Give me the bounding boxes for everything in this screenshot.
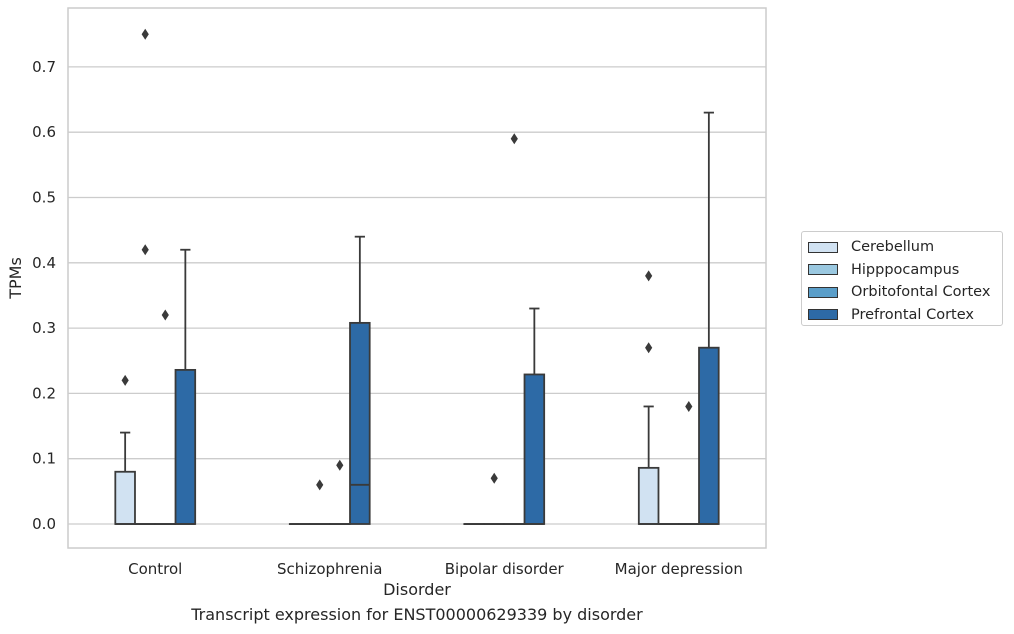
outlier-point [645, 270, 653, 282]
legend-item: Prefrontal Cortex [808, 304, 1002, 327]
outlier-point [510, 133, 518, 145]
y-tick-label: 0.6 [32, 123, 56, 141]
legend-item: Cerebellum [808, 236, 1002, 259]
x-tick-label: Major depression [615, 560, 743, 578]
box-cerebellum [637, 270, 660, 525]
box-prefrontal-cortex [698, 111, 720, 525]
legend-swatch [808, 309, 838, 321]
plot-frame [67, 7, 767, 549]
plot-area [68, 8, 766, 548]
x-tick-label: Control [128, 560, 182, 578]
outlier-point [336, 459, 344, 471]
y-tick-label: 0.5 [32, 189, 56, 207]
y-tick-label: 0.3 [32, 319, 56, 337]
y-tick-labels: 0.0 0.1 0.2 0.3 0.4 0.5 0.6 0.7 [32, 58, 56, 533]
legend-label: Prefrontal Cortex [851, 306, 974, 323]
outlier-point [141, 244, 149, 256]
legend-item: Hipppocampus [808, 259, 1002, 282]
box-hipppocampus [134, 28, 156, 526]
box-groups [114, 28, 720, 526]
outlier-point [490, 472, 498, 484]
y-tick-label: 0.1 [32, 450, 56, 468]
legend-swatch [808, 241, 838, 253]
box-cerebellum [114, 374, 136, 525]
y-tick-label: 0.7 [32, 58, 56, 76]
box-body [523, 373, 546, 525]
x-axis-label: Disorder [383, 580, 451, 599]
x-tick-label: Schizophrenia [277, 560, 382, 578]
box-body [114, 470, 136, 525]
legend-swatch [808, 286, 838, 298]
y-tick-label: 0.2 [32, 384, 56, 402]
box-prefrontal-cortex [349, 235, 371, 525]
outlier-point [685, 400, 693, 412]
chart-caption: Transcript expression for ENST0000062933… [191, 605, 643, 624]
y-tick-label: 0.0 [32, 515, 56, 533]
box-body [174, 368, 197, 525]
box-prefrontal-cortex [174, 248, 197, 525]
legend-label: Orbitofontal Cortex [851, 284, 991, 301]
y-tick-label: 0.4 [32, 254, 56, 272]
box-body [637, 466, 660, 525]
box-prefrontal-cortex [523, 307, 546, 525]
legend: Cerebellum Hipppocampus Orbitofontal Corte… [801, 231, 1003, 326]
legend-swatch [808, 264, 838, 276]
legend-label: Hipppocampus [851, 261, 960, 278]
legend-label: Cerebellum [851, 239, 935, 256]
outlier-point [141, 28, 149, 40]
box-body [698, 346, 720, 525]
x-tick-label: Bipolar disorder [445, 560, 565, 578]
outlier-point [161, 309, 169, 321]
legend-item: Orbitofontal Cortex [808, 281, 1002, 304]
outlier-point [316, 479, 324, 491]
outlier-point [645, 342, 653, 354]
outlier-point [121, 374, 129, 386]
box-orbitofontal-cortex [503, 133, 526, 526]
box-body [349, 321, 371, 525]
x-tick-labels: Control Schizophrenia Bipolar disorder Majo… [128, 560, 743, 578]
y-axis-label: TPMs [6, 257, 25, 300]
